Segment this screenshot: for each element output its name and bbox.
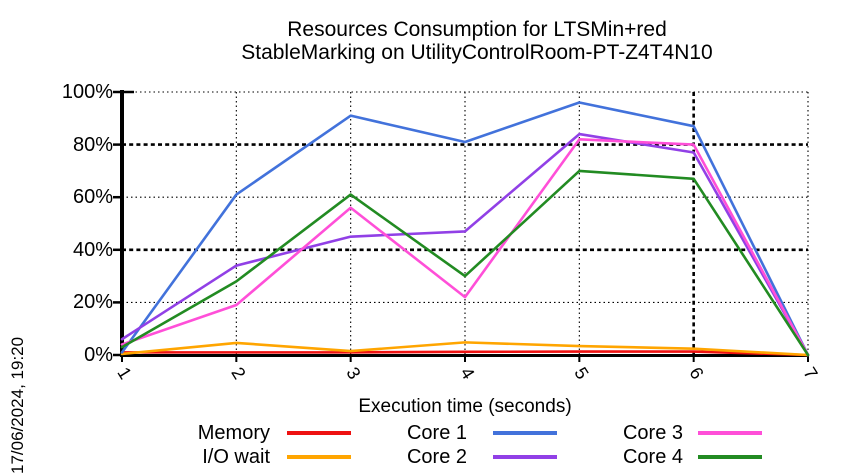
series-core-1-line: [120, 101, 810, 357]
legend-label-core-3: Core 3: [622, 422, 683, 444]
chart-title-line1: Resources Consumption for LTSMin+red: [287, 18, 667, 41]
series-core-2-line: [120, 132, 810, 357]
legend-swatch-core-2: [493, 455, 557, 459]
y-tick-label: 40%: [72, 238, 113, 261]
y-tick-label: 20%: [72, 291, 113, 314]
legend-label-memory: Memory: [197, 422, 270, 444]
series-memory-line: [120, 350, 810, 357]
x-axis-title: Execution time (seconds): [358, 396, 572, 417]
series-core-4-line: [120, 169, 810, 357]
legend-label-i-o-wait: I/O wait: [202, 446, 270, 468]
legend-swatch-memory: [287, 431, 351, 435]
legend-swatch-core-1: [493, 431, 557, 435]
chart-title-line2: StableMarking on UtilityControlRoom-PT-Z…: [241, 41, 713, 64]
series-core-3-line: [120, 138, 810, 357]
legend-swatch-core-3: [698, 431, 762, 435]
y-tick-label: 60%: [72, 186, 113, 209]
series-i-o-wait-line: [120, 341, 810, 357]
y-tick-label: 0%: [84, 344, 113, 366]
date-stamp: 17/06/2024, 19:20: [8, 336, 27, 474]
legend-swatch-i-o-wait: [287, 455, 351, 459]
y-tick-label: 80%: [72, 133, 113, 156]
y-tick-label: 100%: [61, 81, 113, 103]
chart-title: Resources Consumption for LTSMin+red Sta…: [130, 18, 824, 64]
legend-swatch-core-4: [698, 455, 762, 459]
legend-label-core-1: Core 1: [406, 422, 467, 444]
legend-label-core-4: Core 4: [622, 446, 683, 468]
legend-label-core-2: Core 2: [406, 446, 467, 468]
